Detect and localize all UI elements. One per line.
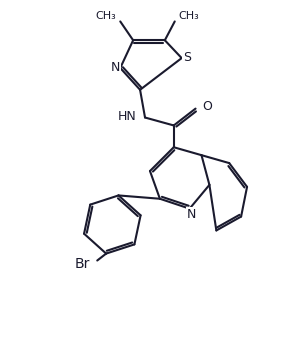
Text: N: N <box>187 208 196 221</box>
Text: HN: HN <box>117 110 136 123</box>
Text: S: S <box>183 51 191 63</box>
Text: O: O <box>202 100 212 113</box>
Text: Br: Br <box>75 257 90 272</box>
Text: N: N <box>111 60 120 73</box>
Text: CH₃: CH₃ <box>179 11 199 21</box>
Text: CH₃: CH₃ <box>96 11 116 21</box>
